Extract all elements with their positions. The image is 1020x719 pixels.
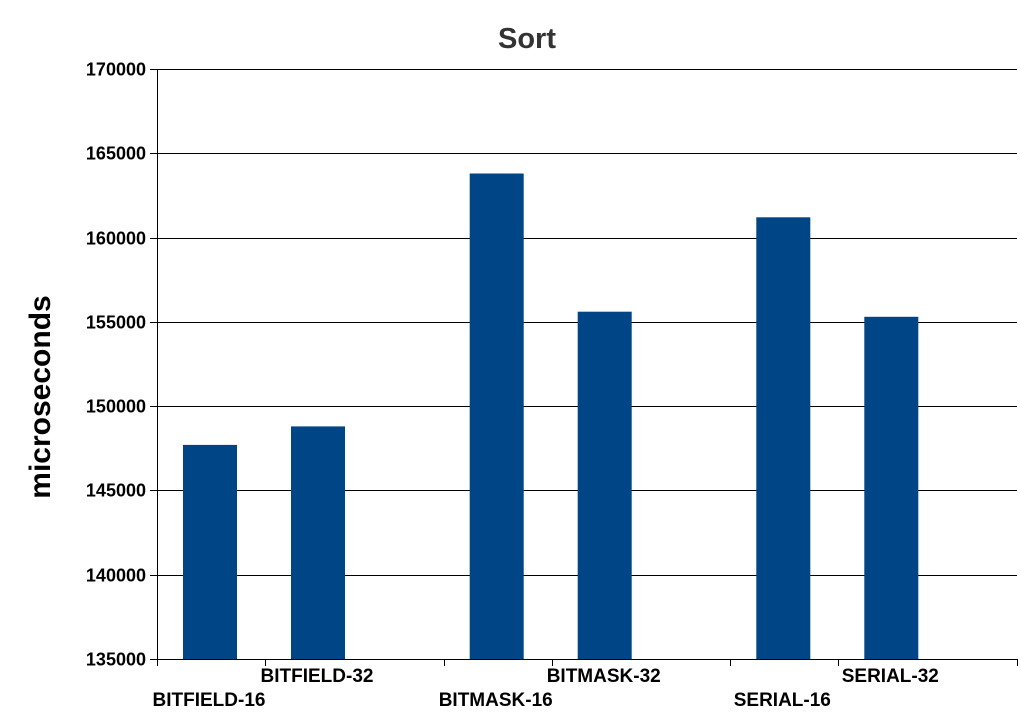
bars xyxy=(183,173,919,660)
y-tick-label: 135000 xyxy=(86,650,146,670)
bar-bitmask-16 xyxy=(469,173,524,659)
x-tick-label: BITFIELD-32 xyxy=(261,666,374,687)
x-tick-labels: BITFIELD-16 BITFIELD-32 BITMASK-16 BITMASK-… xyxy=(153,666,939,711)
y-tick-label: 170000 xyxy=(86,60,146,80)
y-tick-label: 165000 xyxy=(86,144,146,164)
axes xyxy=(150,69,1018,666)
bar-bitmask-32 xyxy=(577,311,632,659)
y-tick-label: 140000 xyxy=(86,566,146,586)
y-tick-labels: 135000 140000 145000 150000 155000 160000 1650… xyxy=(86,60,146,670)
x-tick-label: BITMASK-16 xyxy=(439,690,553,711)
y-tick-label: 155000 xyxy=(86,313,146,333)
bar-serial-32 xyxy=(864,316,919,659)
chart-title: Sort xyxy=(498,23,556,55)
y-tick-label: 160000 xyxy=(86,229,146,249)
x-tick-label: SERIAL-32 xyxy=(842,666,939,687)
bar-serial-16 xyxy=(756,217,811,660)
y-tick-label: 145000 xyxy=(86,481,146,501)
y-tick-label: 150000 xyxy=(86,397,146,417)
bar-bitfield-16 xyxy=(183,444,237,659)
y-axis-label: microseconds xyxy=(24,295,57,498)
x-tick-label: SERIAL-16 xyxy=(734,690,831,711)
x-tick-label: BITFIELD-16 xyxy=(153,690,266,711)
bar-bitfield-32 xyxy=(291,426,345,659)
x-tick-label: BITMASK-32 xyxy=(547,666,661,687)
